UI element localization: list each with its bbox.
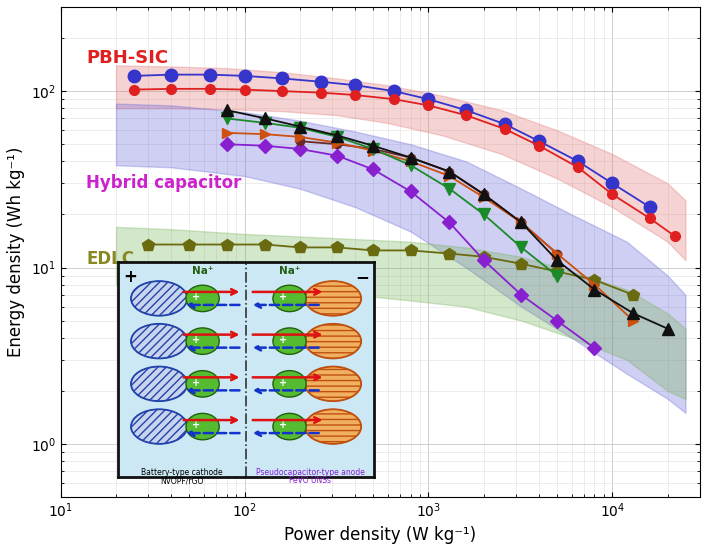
Text: PBH-SIC: PBH-SIC: [86, 48, 168, 67]
Text: PBHSIC: PBHSIC: [164, 299, 213, 311]
X-axis label: Power density (W kg⁻¹): Power density (W kg⁻¹): [284, 526, 477, 544]
Text: Hybrid capacitor: Hybrid capacitor: [86, 174, 242, 192]
Text: EDLC: EDLC: [86, 250, 134, 268]
Y-axis label: Energy density (Wh kg⁻¹): Energy density (Wh kg⁻¹): [7, 147, 25, 357]
